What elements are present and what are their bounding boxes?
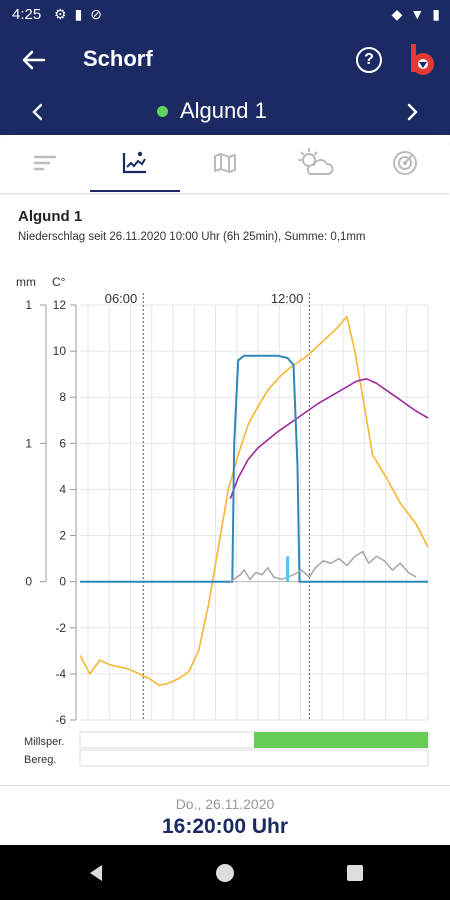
station-selector: Algund 1	[0, 90, 450, 135]
sun-cloud-icon	[298, 148, 334, 175]
previous-station-button[interactable]	[26, 98, 50, 126]
active-tab-indicator	[90, 190, 180, 192]
selected-time-panel: Do., 26.11.2020 16:20:00 Uhr	[0, 785, 450, 846]
mm-tick-label: 1	[25, 436, 32, 450]
temperature-line	[229, 378, 429, 499]
temp-tick-label: 10	[53, 344, 67, 358]
tab-radar[interactable]	[375, 143, 435, 183]
nav-home-icon[interactable]	[213, 861, 237, 885]
row-fill	[254, 732, 428, 748]
humidity-line	[229, 550, 417, 583]
time-marker-label: 06:00	[105, 291, 138, 306]
brand-logo[interactable]	[408, 44, 436, 76]
app-bar: Schorf ?	[0, 30, 450, 90]
row-label: Millsper.	[24, 736, 64, 748]
plot-area	[80, 305, 428, 720]
selected-time: 16:20:00 Uhr	[161, 815, 289, 838]
signal-icon: ◆	[391, 6, 403, 22]
time-marker-label: 12:00	[271, 291, 304, 306]
temp-tick-label: 4	[59, 482, 66, 496]
chart-title: Algund 1	[18, 208, 83, 225]
chevron-left-icon	[32, 103, 43, 121]
chevron-right-icon	[407, 103, 418, 121]
system-nav-bar	[0, 845, 450, 900]
wifi-icon: ▼	[410, 6, 425, 22]
help-button[interactable]: ?	[356, 47, 382, 73]
view-tabs	[0, 135, 450, 193]
status-time: 4:25	[12, 6, 42, 23]
arrow-left-icon	[22, 50, 46, 70]
station-status-dot	[157, 106, 168, 117]
leaf-wetness-line	[80, 354, 428, 583]
temp-tick-label: 8	[59, 390, 66, 404]
temp-tick-label: -2	[55, 621, 66, 635]
station-name: Algund 1	[180, 98, 267, 123]
selected-date: Do., 26.11.2020	[175, 796, 275, 812]
temperature-line	[79, 315, 429, 687]
radar-icon	[393, 151, 417, 175]
tab-weather[interactable]	[285, 143, 345, 183]
sd-card-icon: ▮	[74, 6, 83, 22]
mm-tick-label: 0	[25, 575, 32, 589]
next-station-button[interactable]	[400, 98, 424, 126]
map-icon	[214, 153, 236, 173]
temp-tick-label: -6	[55, 713, 66, 727]
back-button[interactable]	[18, 44, 50, 76]
tab-list[interactable]	[15, 143, 75, 183]
status-bar: 4:25 ⚙ ▮ ⊘ ◆ ▼ ▮	[0, 0, 450, 30]
gear-icon: ⚙	[54, 6, 67, 22]
mm-axis-label: mm	[16, 275, 36, 289]
temp-tick-label: 0	[59, 575, 66, 589]
tab-map[interactable]	[195, 143, 255, 183]
battery-icon: ▮	[432, 6, 440, 22]
row-label: Bereg.	[24, 754, 56, 766]
mm-tick-label: 1	[25, 298, 32, 312]
tab-chart[interactable]	[105, 143, 165, 183]
rain-bar	[286, 556, 290, 582]
temp-tick-label: -4	[55, 667, 66, 681]
temp-tick-label: 2	[59, 529, 66, 543]
sync-icon: ⊘	[90, 6, 103, 22]
row-track	[79, 749, 429, 767]
question-icon: ?	[364, 51, 374, 68]
nav-back-icon[interactable]	[84, 861, 108, 885]
chart-icon	[122, 151, 146, 174]
page-title: Schorf	[83, 46, 153, 71]
sort-lines-icon	[33, 155, 57, 171]
temp-tick-label: 6	[59, 436, 66, 450]
chart-subtitle: Niederschlag seit 26.11.2020 10:00 Uhr (…	[18, 231, 366, 243]
temp-axis-label: C°	[52, 275, 66, 289]
temp-tick-label: 12	[53, 298, 67, 312]
nav-recents-icon[interactable]	[343, 861, 367, 885]
